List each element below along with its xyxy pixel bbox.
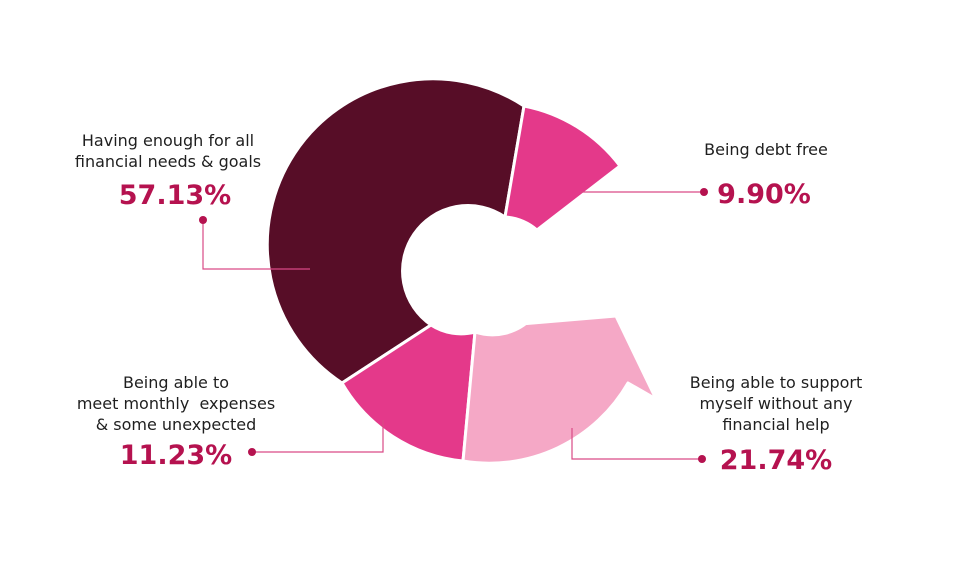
label-monthly-line-1: Being able to: [123, 373, 229, 392]
leader-monthly: [252, 420, 384, 453]
label-enough-line-2: financial needs & goals: [75, 152, 261, 171]
segment-enough: [265, 77, 526, 385]
value-label-debt: 9.90%: [717, 179, 811, 210]
leader-support: [571, 428, 700, 460]
leader-dot-monthly: [248, 448, 256, 456]
leader-enough: [202, 220, 310, 270]
label-support-line-3: financial help: [722, 415, 829, 434]
value-label-support: 21.74%: [720, 445, 832, 476]
label-monthly-line-2: meet monthly expenses: [77, 394, 275, 413]
value-label-enough: 57.13%: [119, 180, 231, 211]
label-enough-line-1: Having enough for all: [82, 131, 254, 150]
leader-dot-support: [698, 455, 706, 463]
label-group-monthly: Being able to meet monthly expenses & so…: [77, 373, 275, 471]
label-group-enough: Having enough for all financial needs & …: [75, 131, 261, 211]
leader-dot-debt: [700, 188, 708, 196]
label-monthly-line-3: & some unexpected: [96, 415, 257, 434]
segment-support: [461, 314, 658, 465]
leader-dot-enough: [199, 216, 207, 224]
label-group-support: Being able to support myself without any…: [690, 373, 863, 476]
segment-monthly: [340, 323, 477, 463]
leader-lines: [199, 188, 708, 463]
value-label-monthly: 11.23%: [120, 440, 232, 471]
label-debt-line-1: Being debt free: [704, 140, 828, 159]
label-support-line-1: Being able to support: [690, 373, 863, 392]
label-support-line-2: myself without any: [699, 394, 852, 413]
donut-segments: [265, 77, 658, 465]
label-group-debt: Being debt free 9.90%: [704, 140, 828, 210]
segment-debt: [503, 104, 622, 232]
